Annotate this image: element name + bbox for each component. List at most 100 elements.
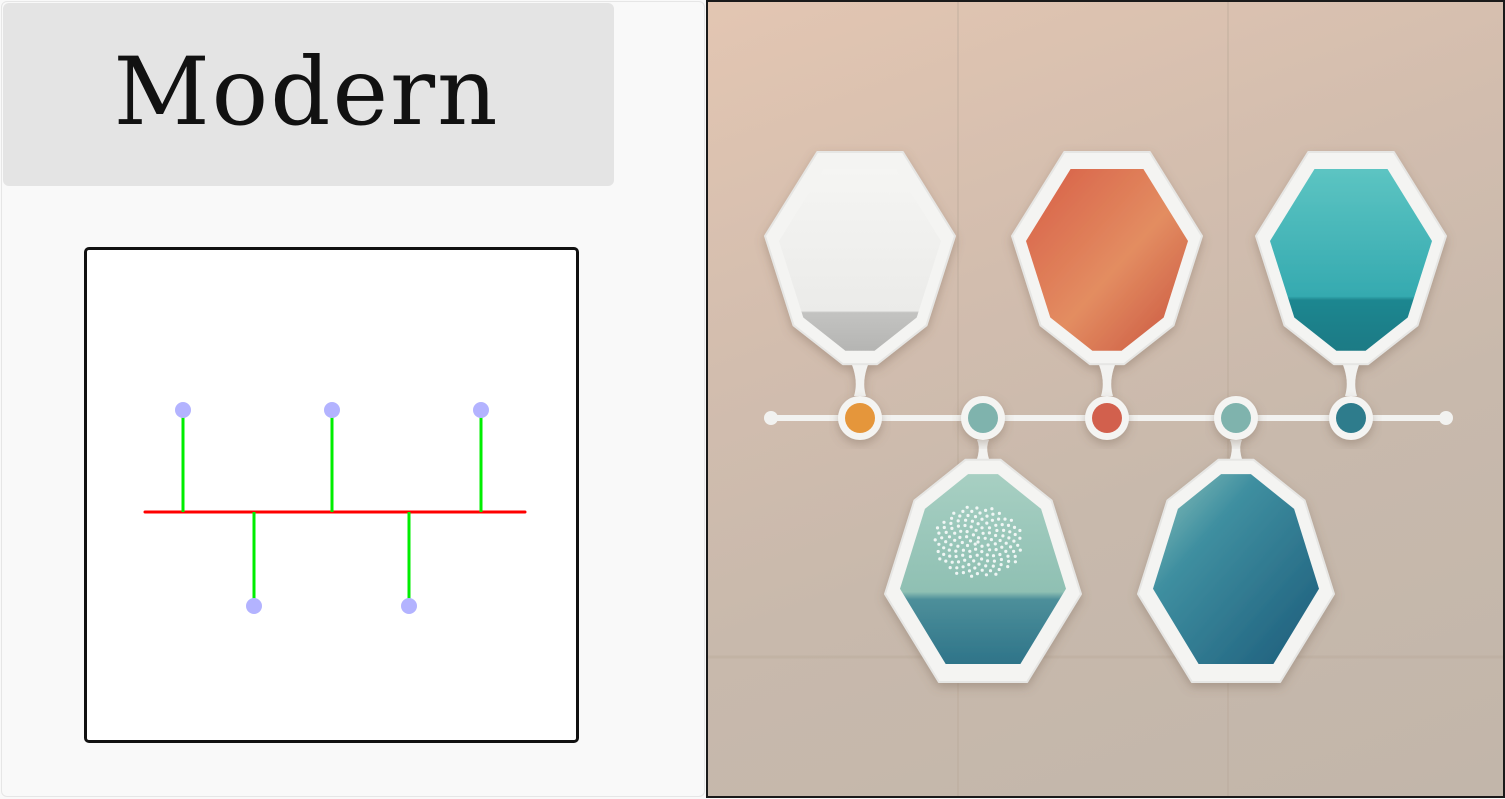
timeline-marker <box>838 396 882 440</box>
timeline-node <box>401 598 417 614</box>
speckle-dot <box>942 546 946 550</box>
speckle-dot <box>949 521 953 526</box>
speckle-dot <box>980 526 984 530</box>
speckle-dot <box>986 543 990 547</box>
timeline-sketch <box>143 402 527 614</box>
speckle-dot <box>990 518 994 522</box>
speckle-dot <box>1009 518 1013 522</box>
speckle-dot <box>1012 525 1017 530</box>
card-fill <box>1270 169 1432 351</box>
speckle-dot <box>980 517 984 521</box>
speckle-dot <box>936 549 940 554</box>
speckle-dot <box>968 549 972 553</box>
speckle-dot <box>968 539 973 543</box>
speckle-dot <box>955 566 959 570</box>
speckle-dot <box>985 521 989 525</box>
speckle-dot <box>948 554 952 558</box>
speckle-pattern <box>933 505 1022 578</box>
speckle-dot <box>963 523 967 528</box>
speckle-dot <box>973 542 977 546</box>
speckle-dot <box>954 549 958 553</box>
speckle-dot <box>980 557 984 561</box>
speckle-dot <box>1016 543 1020 547</box>
speckle-dot <box>1012 539 1016 543</box>
card-fill <box>1153 474 1319 664</box>
speckle-dot <box>1007 559 1011 563</box>
speckle-dot <box>970 509 974 513</box>
speckle-dot <box>994 572 998 576</box>
timeline-marker <box>1085 396 1129 440</box>
speckle-dot <box>942 525 946 530</box>
speckle-dot <box>983 536 987 540</box>
speckle-dot <box>1006 554 1010 558</box>
timeline-illustration <box>706 0 1505 798</box>
timeline-marker <box>961 396 1005 440</box>
timeline-marker <box>1214 396 1258 440</box>
speckle-dot <box>940 536 944 540</box>
speckle-dot <box>1013 532 1017 537</box>
speckle-dot <box>1000 545 1004 549</box>
speckle-dot <box>980 544 984 548</box>
sketch-panel: Modern <box>1 1 705 797</box>
speckle-dot <box>942 520 946 524</box>
speckle-dot <box>952 511 956 515</box>
speckle-dot <box>968 555 972 559</box>
speckle-dot <box>999 557 1003 562</box>
speckle-dot <box>1004 549 1008 554</box>
speckle-dot <box>997 567 1001 572</box>
timeline-node <box>246 598 262 614</box>
speckle-dot <box>953 538 957 542</box>
speckle-dot <box>997 511 1001 515</box>
speckle-dot <box>963 558 967 562</box>
speckle-dot <box>938 557 942 561</box>
speckle-dot <box>950 516 954 520</box>
speckle-dot <box>965 535 969 539</box>
speckle-dot <box>954 554 958 559</box>
timeline-card-bottom <box>884 440 1082 683</box>
speckle-dot <box>1001 534 1005 538</box>
timeline-card-top <box>1255 151 1447 396</box>
speckle-dot <box>1013 554 1017 559</box>
speckle-dot <box>958 535 962 540</box>
speckle-dot <box>1003 517 1007 521</box>
speckle-dot <box>1018 548 1022 552</box>
speckle-dot <box>956 560 961 564</box>
speckle-dot <box>933 538 937 542</box>
speckle-dot <box>937 531 941 535</box>
speckle-dot <box>965 543 970 548</box>
speckle-dot <box>981 531 985 535</box>
timeline-card-bottom <box>1137 440 1335 683</box>
timeline-sketch-frame <box>84 247 579 743</box>
speckle-dot <box>956 544 960 548</box>
page-title: Modern <box>113 38 500 147</box>
speckle-dot <box>976 522 980 526</box>
marker-dot <box>968 403 998 433</box>
speckle-dot <box>1018 536 1022 540</box>
timeline-illustration-art <box>708 2 1503 796</box>
speckle-dot <box>991 512 995 516</box>
speckle-dot <box>1012 549 1016 554</box>
speckle-dot <box>947 535 952 539</box>
speckle-dot <box>964 518 968 522</box>
speckle-dot <box>998 538 1002 543</box>
speckle-dot <box>970 519 974 523</box>
speckle-dot <box>961 565 965 569</box>
speckle-dot <box>949 543 953 547</box>
speckle-dot <box>969 525 973 529</box>
speckle-dot <box>985 514 989 518</box>
marker-dot <box>1092 403 1122 433</box>
speckle-dot <box>961 553 965 557</box>
speckle-dot <box>974 547 978 551</box>
speckle-dot <box>984 573 988 577</box>
speckle-dot <box>1006 523 1011 528</box>
speckle-dot <box>1000 523 1004 527</box>
marker-dot <box>845 403 875 433</box>
speckle-dot <box>944 540 948 544</box>
speckle-dot <box>976 536 981 540</box>
speckle-dot <box>998 552 1002 557</box>
timeline-end-cap <box>1439 411 1453 425</box>
timeline-end-cap <box>764 411 778 425</box>
speckle-dot <box>994 533 998 538</box>
speckle-dot <box>985 553 989 557</box>
